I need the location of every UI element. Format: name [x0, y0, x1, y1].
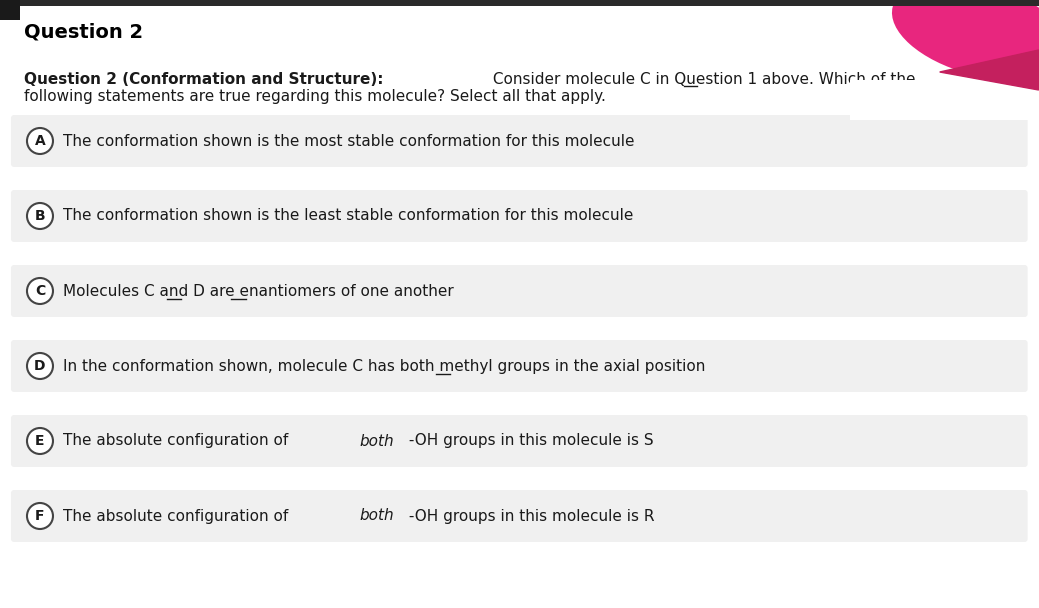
Text: -OH groups in this molecule is R: -OH groups in this molecule is R: [404, 508, 655, 523]
FancyBboxPatch shape: [11, 115, 1028, 167]
FancyBboxPatch shape: [11, 190, 1028, 242]
FancyBboxPatch shape: [850, 80, 1039, 120]
Polygon shape: [939, 50, 1039, 90]
FancyBboxPatch shape: [0, 0, 1039, 6]
Text: The conformation shown is the most stable conformation for this molecule: The conformation shown is the most stabl…: [63, 134, 635, 148]
Text: In the conformation shown, molecule C has both methyl groups in the axial positi: In the conformation shown, molecule C ha…: [63, 359, 705, 373]
Text: Consider molecule C in Question 1 above. Which of the: Consider molecule C in Question 1 above.…: [487, 72, 915, 87]
Text: B: B: [34, 209, 46, 223]
Text: both: both: [359, 508, 395, 523]
Text: F: F: [35, 509, 45, 523]
FancyBboxPatch shape: [11, 415, 1028, 467]
Text: The conformation shown is the least stable conformation for this molecule: The conformation shown is the least stab…: [63, 209, 634, 224]
FancyBboxPatch shape: [11, 340, 1028, 392]
Circle shape: [27, 503, 53, 529]
Text: The absolute configuration of: The absolute configuration of: [63, 508, 293, 523]
Circle shape: [27, 353, 53, 379]
Text: following statements are true regarding this molecule? Select all that apply.: following statements are true regarding …: [24, 89, 606, 104]
FancyBboxPatch shape: [0, 0, 20, 20]
Text: E: E: [35, 434, 45, 448]
Text: The absolute configuration of: The absolute configuration of: [63, 434, 293, 449]
FancyBboxPatch shape: [11, 265, 1028, 317]
Text: both: both: [359, 434, 395, 449]
Ellipse shape: [891, 0, 1039, 79]
Text: -OH groups in this molecule is S: -OH groups in this molecule is S: [404, 434, 655, 449]
Text: Molecules C and D are enantiomers of one another: Molecules C and D are enantiomers of one…: [63, 283, 454, 299]
Text: A: A: [34, 134, 46, 148]
Text: C: C: [35, 284, 45, 298]
Circle shape: [27, 203, 53, 229]
FancyBboxPatch shape: [11, 490, 1028, 542]
Circle shape: [27, 428, 53, 454]
Text: D: D: [34, 359, 46, 373]
Circle shape: [27, 278, 53, 304]
Text: Question 2 (Conformation and Structure):: Question 2 (Conformation and Structure):: [24, 72, 383, 87]
Circle shape: [27, 128, 53, 154]
Text: Question 2: Question 2: [24, 22, 143, 41]
